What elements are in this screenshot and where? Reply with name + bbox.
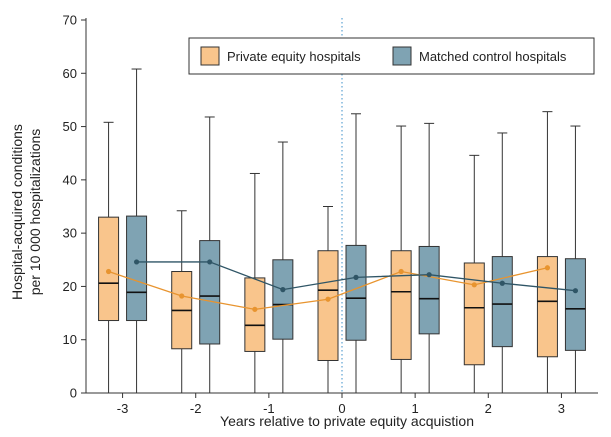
- box-rect: [463, 262, 485, 366]
- box-private-equity: [98, 121, 120, 394]
- y-tick-label: 60: [63, 66, 77, 81]
- mean-point: [353, 274, 359, 280]
- box-rect: [564, 258, 586, 351]
- mean-point: [207, 259, 213, 265]
- box-private-equity: [536, 111, 558, 394]
- mean-point: [133, 259, 140, 265]
- y-tick-label: 70: [63, 13, 77, 28]
- y-axis-title-line-1: Hospital-acquired conditions: [9, 124, 25, 300]
- y-tick-label: 0: [70, 386, 77, 401]
- y-tick-label: 30: [63, 226, 77, 241]
- box-private-equity: [317, 206, 339, 394]
- x-tick-label: -3: [117, 401, 129, 416]
- box-rect: [272, 259, 294, 340]
- box-rect: [491, 256, 513, 348]
- box-private-equity: [171, 210, 193, 394]
- x-tick-label: 3: [558, 401, 565, 416]
- mean-point: [499, 280, 505, 286]
- box-rect: [536, 256, 558, 358]
- x-tick-label: 2: [485, 401, 492, 416]
- mean-point: [544, 265, 551, 271]
- box-private-equity: [390, 125, 412, 394]
- legend-label: Private equity hospitals: [227, 49, 361, 64]
- legend-swatch: [392, 46, 412, 66]
- mean-point: [252, 306, 258, 312]
- box-matched-control: [199, 116, 221, 394]
- box-matched-control: [491, 132, 513, 394]
- box-rect: [418, 245, 440, 335]
- box-rect: [345, 244, 367, 341]
- mean-point: [105, 268, 112, 275]
- y-tick-label: 10: [63, 332, 77, 347]
- box-private-equity: [244, 172, 266, 394]
- mean-point: [280, 287, 286, 293]
- mean-point: [572, 288, 579, 294]
- box-rect: [390, 250, 412, 360]
- legend-label: Matched control hospitals: [419, 49, 567, 64]
- box-rect: [126, 215, 148, 322]
- mean-point: [471, 282, 477, 288]
- box-rect: [244, 277, 266, 352]
- mean-point: [179, 293, 185, 299]
- y-axis-title-line-2: per 10 000 hospitalizations: [27, 129, 43, 296]
- legend-box: [188, 37, 595, 75]
- box-matched-control: [418, 122, 440, 394]
- y-tick-label: 40: [63, 172, 77, 187]
- mean-point: [426, 272, 432, 278]
- mean-point: [398, 268, 404, 275]
- box-matched-control: [564, 125, 586, 394]
- x-tick-label: -1: [263, 401, 275, 416]
- box-matched-control: [345, 113, 367, 394]
- y-tick-label: 50: [63, 119, 77, 134]
- box-rect: [98, 216, 120, 322]
- x-axis-title: Years relative to private equity acquist…: [220, 413, 474, 429]
- x-tick-label: 1: [412, 401, 419, 416]
- y-tick-label: 20: [63, 279, 77, 294]
- box-matched-control: [126, 68, 148, 394]
- box-rect: [199, 240, 221, 345]
- box-private-equity: [463, 154, 485, 394]
- box-matched-control: [272, 141, 294, 394]
- x-tick-label: 0: [338, 401, 345, 416]
- mean-point: [325, 296, 331, 302]
- box-rect: [317, 250, 339, 361]
- legend-swatch: [200, 46, 220, 66]
- x-tick-label: -2: [190, 401, 202, 416]
